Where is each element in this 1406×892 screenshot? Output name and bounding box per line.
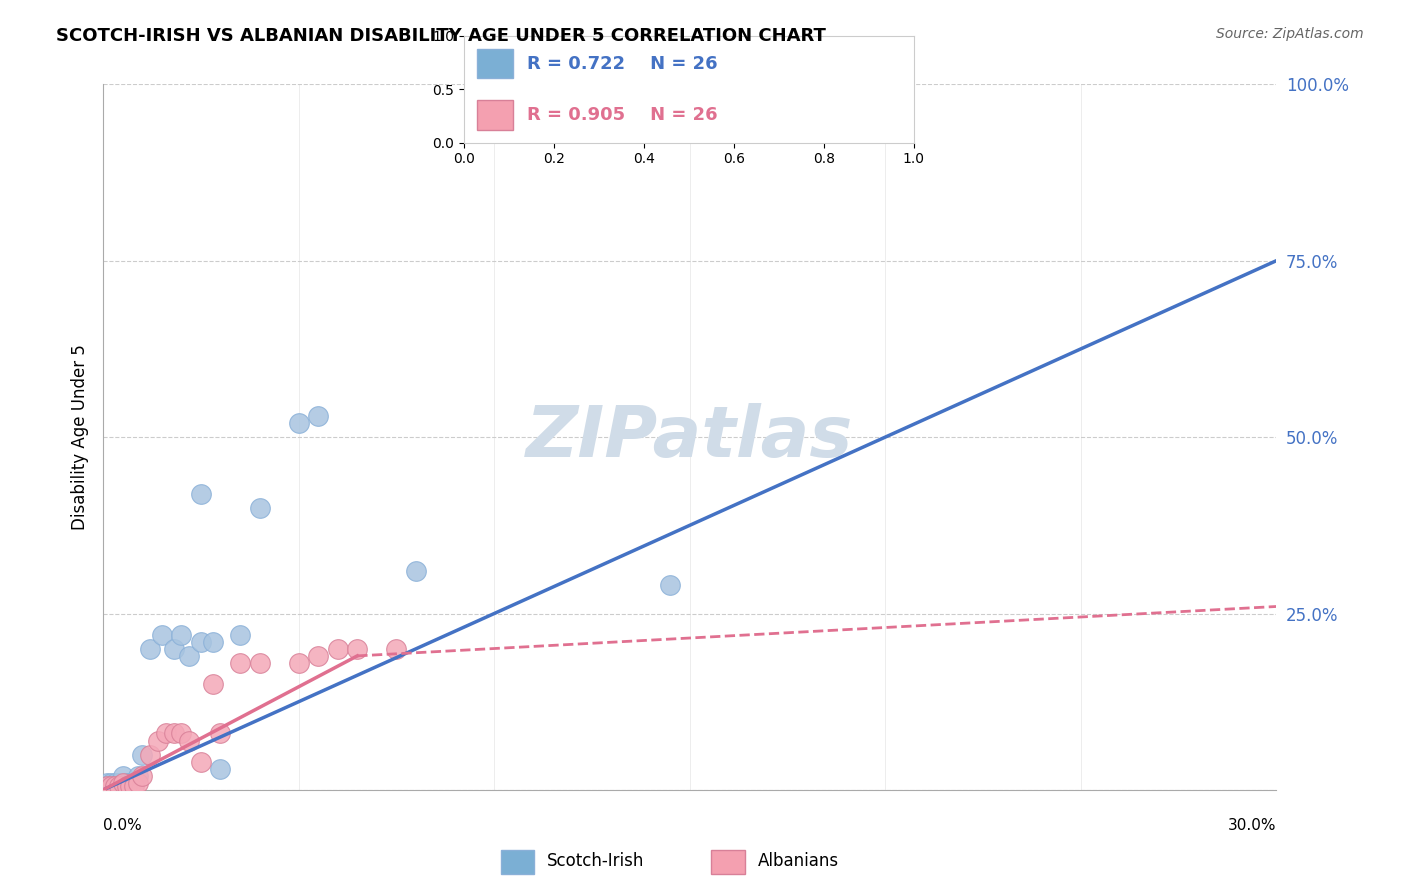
Point bbox=[124, 780, 146, 794]
Point bbox=[127, 769, 149, 783]
Point bbox=[229, 656, 252, 670]
Point bbox=[209, 726, 232, 740]
Point bbox=[96, 776, 118, 790]
Point bbox=[111, 776, 134, 790]
Point bbox=[405, 564, 427, 578]
Point bbox=[287, 416, 309, 430]
Text: R = 0.905    N = 26: R = 0.905 N = 26 bbox=[527, 106, 717, 124]
Point bbox=[346, 641, 368, 656]
Point bbox=[659, 578, 682, 592]
Text: SCOTCH-IRISH VS ALBANIAN DISABILITY AGE UNDER 5 CORRELATION CHART: SCOTCH-IRISH VS ALBANIAN DISABILITY AGE … bbox=[56, 27, 827, 45]
Point bbox=[111, 769, 134, 783]
Point bbox=[855, 78, 877, 92]
Point bbox=[162, 726, 184, 740]
Text: Albanians: Albanians bbox=[758, 852, 839, 870]
FancyBboxPatch shape bbox=[501, 849, 534, 874]
Point bbox=[150, 628, 173, 642]
FancyBboxPatch shape bbox=[478, 48, 513, 78]
Point bbox=[307, 648, 329, 663]
Point bbox=[146, 733, 169, 747]
Point bbox=[120, 776, 142, 790]
Point bbox=[249, 656, 271, 670]
Point bbox=[209, 762, 232, 776]
Point bbox=[127, 776, 149, 790]
Point bbox=[287, 656, 309, 670]
Point bbox=[179, 733, 201, 747]
Point bbox=[385, 641, 408, 656]
Point bbox=[131, 747, 153, 762]
Point bbox=[162, 641, 184, 656]
Point bbox=[170, 628, 193, 642]
Text: 30.0%: 30.0% bbox=[1227, 818, 1277, 833]
Text: ZIPatlas: ZIPatlas bbox=[526, 402, 853, 472]
Point bbox=[100, 780, 122, 794]
Point bbox=[131, 769, 153, 783]
Point bbox=[190, 634, 212, 648]
FancyBboxPatch shape bbox=[711, 849, 745, 874]
Point bbox=[96, 780, 118, 794]
FancyBboxPatch shape bbox=[478, 100, 513, 130]
Point bbox=[326, 641, 349, 656]
Point bbox=[104, 780, 127, 794]
Point bbox=[120, 780, 142, 794]
Point bbox=[115, 776, 138, 790]
Text: Scotch-Irish: Scotch-Irish bbox=[547, 852, 644, 870]
Point bbox=[124, 776, 146, 790]
Point bbox=[139, 747, 162, 762]
Point bbox=[155, 726, 177, 740]
Point bbox=[229, 628, 252, 642]
Text: Source: ZipAtlas.com: Source: ZipAtlas.com bbox=[1216, 27, 1364, 41]
Point bbox=[104, 776, 127, 790]
Point bbox=[201, 677, 224, 691]
Y-axis label: Disability Age Under 5: Disability Age Under 5 bbox=[72, 344, 89, 530]
Point bbox=[100, 776, 122, 790]
Point bbox=[115, 780, 138, 794]
Point bbox=[107, 776, 129, 790]
Point bbox=[190, 755, 212, 769]
Point bbox=[307, 409, 329, 423]
Point bbox=[249, 500, 271, 515]
Point bbox=[179, 648, 201, 663]
Point bbox=[107, 780, 129, 794]
Point bbox=[201, 634, 224, 648]
Point bbox=[139, 641, 162, 656]
Text: 0.0%: 0.0% bbox=[103, 818, 142, 833]
Text: R = 0.722    N = 26: R = 0.722 N = 26 bbox=[527, 54, 717, 72]
Point bbox=[190, 486, 212, 500]
Point bbox=[170, 726, 193, 740]
